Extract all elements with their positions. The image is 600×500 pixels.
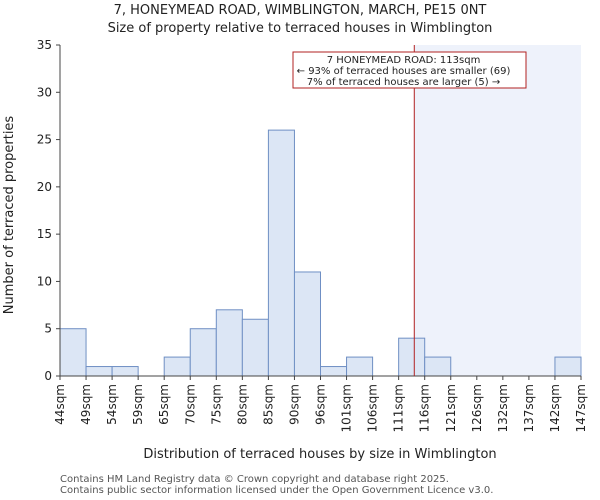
y-axis-label: Number of terraced properties	[2, 116, 17, 315]
bar-44sqm	[59, 328, 87, 377]
y-tick-label: 35	[37, 38, 52, 52]
y-tick-label: 20	[37, 180, 52, 194]
x-tick-label: 49sqm	[79, 384, 93, 425]
chart-title-line1: 7, HONEYMEAD ROAD, WIMBLINGTON, MARCH, P…	[113, 3, 487, 18]
x-tick-label: 137sqm	[522, 384, 536, 432]
x-tick-label: 132sqm	[496, 384, 510, 432]
x-axis-label: Distribution of terraced houses by size …	[143, 447, 496, 462]
x-tick-label: 85sqm	[261, 384, 275, 425]
bar-70sqm	[189, 328, 217, 377]
y-tick-label: 0	[44, 369, 52, 383]
highlight-region	[414, 45, 581, 376]
x-tick-label: 147sqm	[574, 384, 588, 432]
x-tick-label: 70sqm	[183, 384, 197, 425]
footer-copyright: Contains HM Land Registry data © Crown c…	[60, 474, 449, 485]
annotation-line-3: 7% of terraced houses are larger (5) →	[307, 77, 501, 88]
bar-116sqm	[424, 356, 452, 377]
y-tick-label: 15	[37, 227, 52, 241]
x-tick-label: 142sqm	[548, 384, 562, 432]
bar-96sqm	[320, 366, 348, 377]
x-tick-label: 106sqm	[366, 384, 380, 432]
x-tick-label: 111sqm	[392, 384, 406, 432]
annotation-box	[292, 51, 527, 89]
bar-111sqm	[398, 337, 426, 377]
x-tick-label: 101sqm	[340, 384, 354, 432]
chart-title-line2: Size of property relative to terraced ho…	[107, 21, 493, 36]
x-tick-label: 96sqm	[314, 384, 328, 425]
bar-54sqm	[111, 366, 139, 377]
bar-65sqm	[163, 356, 191, 377]
bar-80sqm	[241, 318, 269, 377]
bar-90sqm	[293, 271, 322, 377]
footer-licence: Contains public sector information licen…	[60, 485, 494, 496]
x-tick-label: 116sqm	[418, 384, 432, 432]
x-tick-label: 54sqm	[105, 384, 119, 425]
x-tick-label: 59sqm	[131, 384, 145, 425]
x-tick-label: 90sqm	[287, 384, 301, 425]
x-tick-label: 75sqm	[209, 384, 223, 425]
y-tick-label: 25	[37, 133, 52, 147]
x-tick-label: 65sqm	[157, 384, 171, 425]
x-tick-label: 80sqm	[235, 384, 249, 425]
x-tick-label: 121sqm	[444, 384, 458, 432]
x-tick-label: 44sqm	[53, 384, 67, 425]
bar-101sqm	[346, 356, 374, 377]
bar-75sqm	[215, 309, 243, 377]
bar-49sqm	[85, 366, 113, 377]
y-tick-label: 5	[44, 322, 52, 336]
bar-142sqm	[554, 356, 582, 377]
y-tick-label: 30	[37, 85, 52, 99]
y-tick-label: 10	[37, 274, 52, 288]
x-tick-label: 126sqm	[470, 384, 484, 432]
bar-85sqm	[267, 129, 295, 377]
annotation-line-1: 7 HONEYMEAD ROAD: 113sqm	[327, 55, 481, 66]
annotation-line-2: ← 93% of terraced houses are smaller (69…	[297, 66, 511, 77]
